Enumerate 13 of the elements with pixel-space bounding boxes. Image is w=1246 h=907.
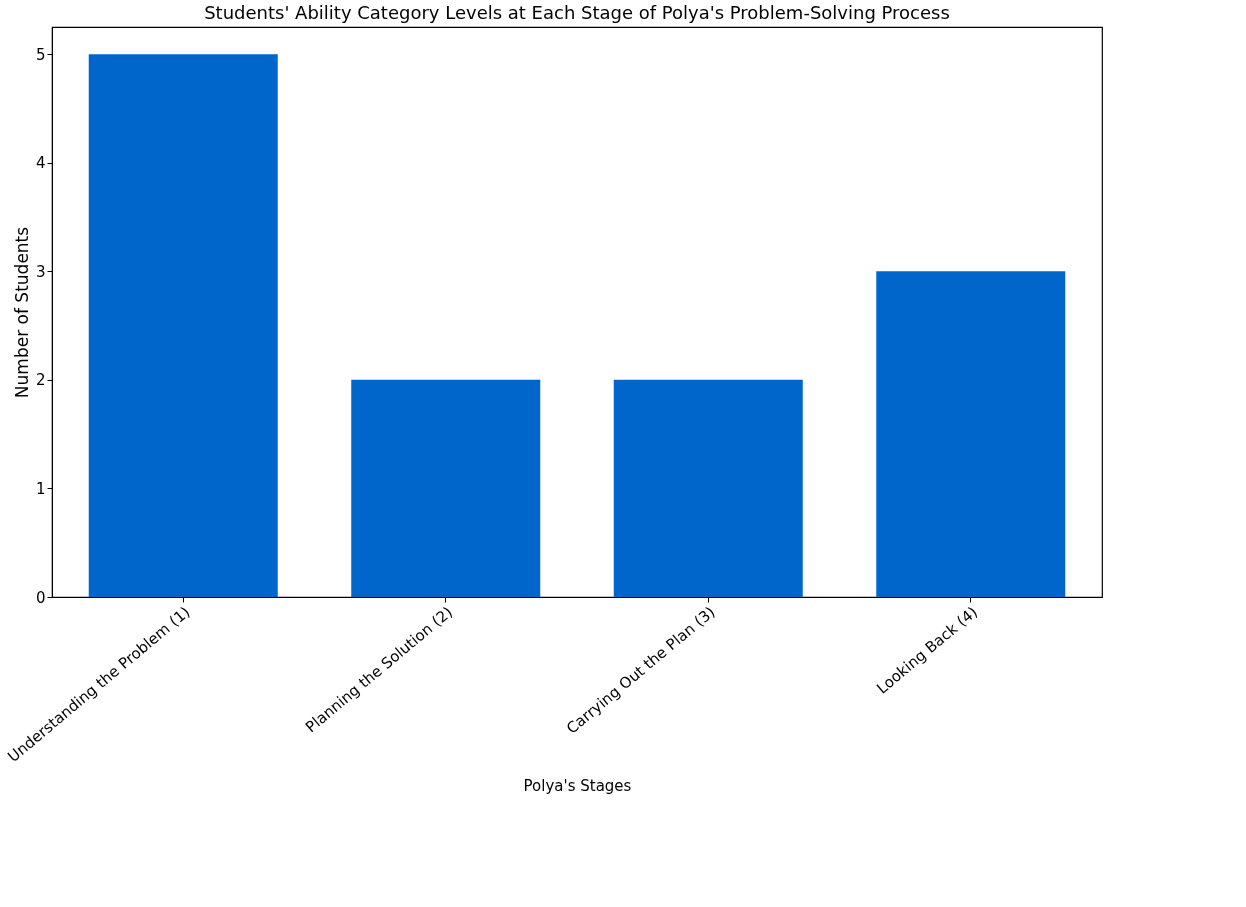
- x-axis-title: Polya's Stages: [523, 777, 632, 796]
- y-tick-label: 1: [35, 479, 46, 498]
- bar: [351, 379, 541, 597]
- bar: [613, 379, 803, 597]
- chart-title: Students' Ability Category Levels at Each Stage of Polya's Problem-Solving Process: [204, 2, 950, 23]
- y-tick-label: 3: [35, 262, 46, 281]
- y-tick-label: 5: [35, 45, 46, 64]
- bar: [876, 271, 1066, 597]
- y-axis-title: Number of Students: [11, 226, 32, 399]
- y-tick-label: 4: [35, 154, 46, 173]
- y-tick-label: 0: [35, 588, 46, 607]
- bar: [88, 54, 278, 597]
- y-tick-label: 2: [35, 371, 46, 390]
